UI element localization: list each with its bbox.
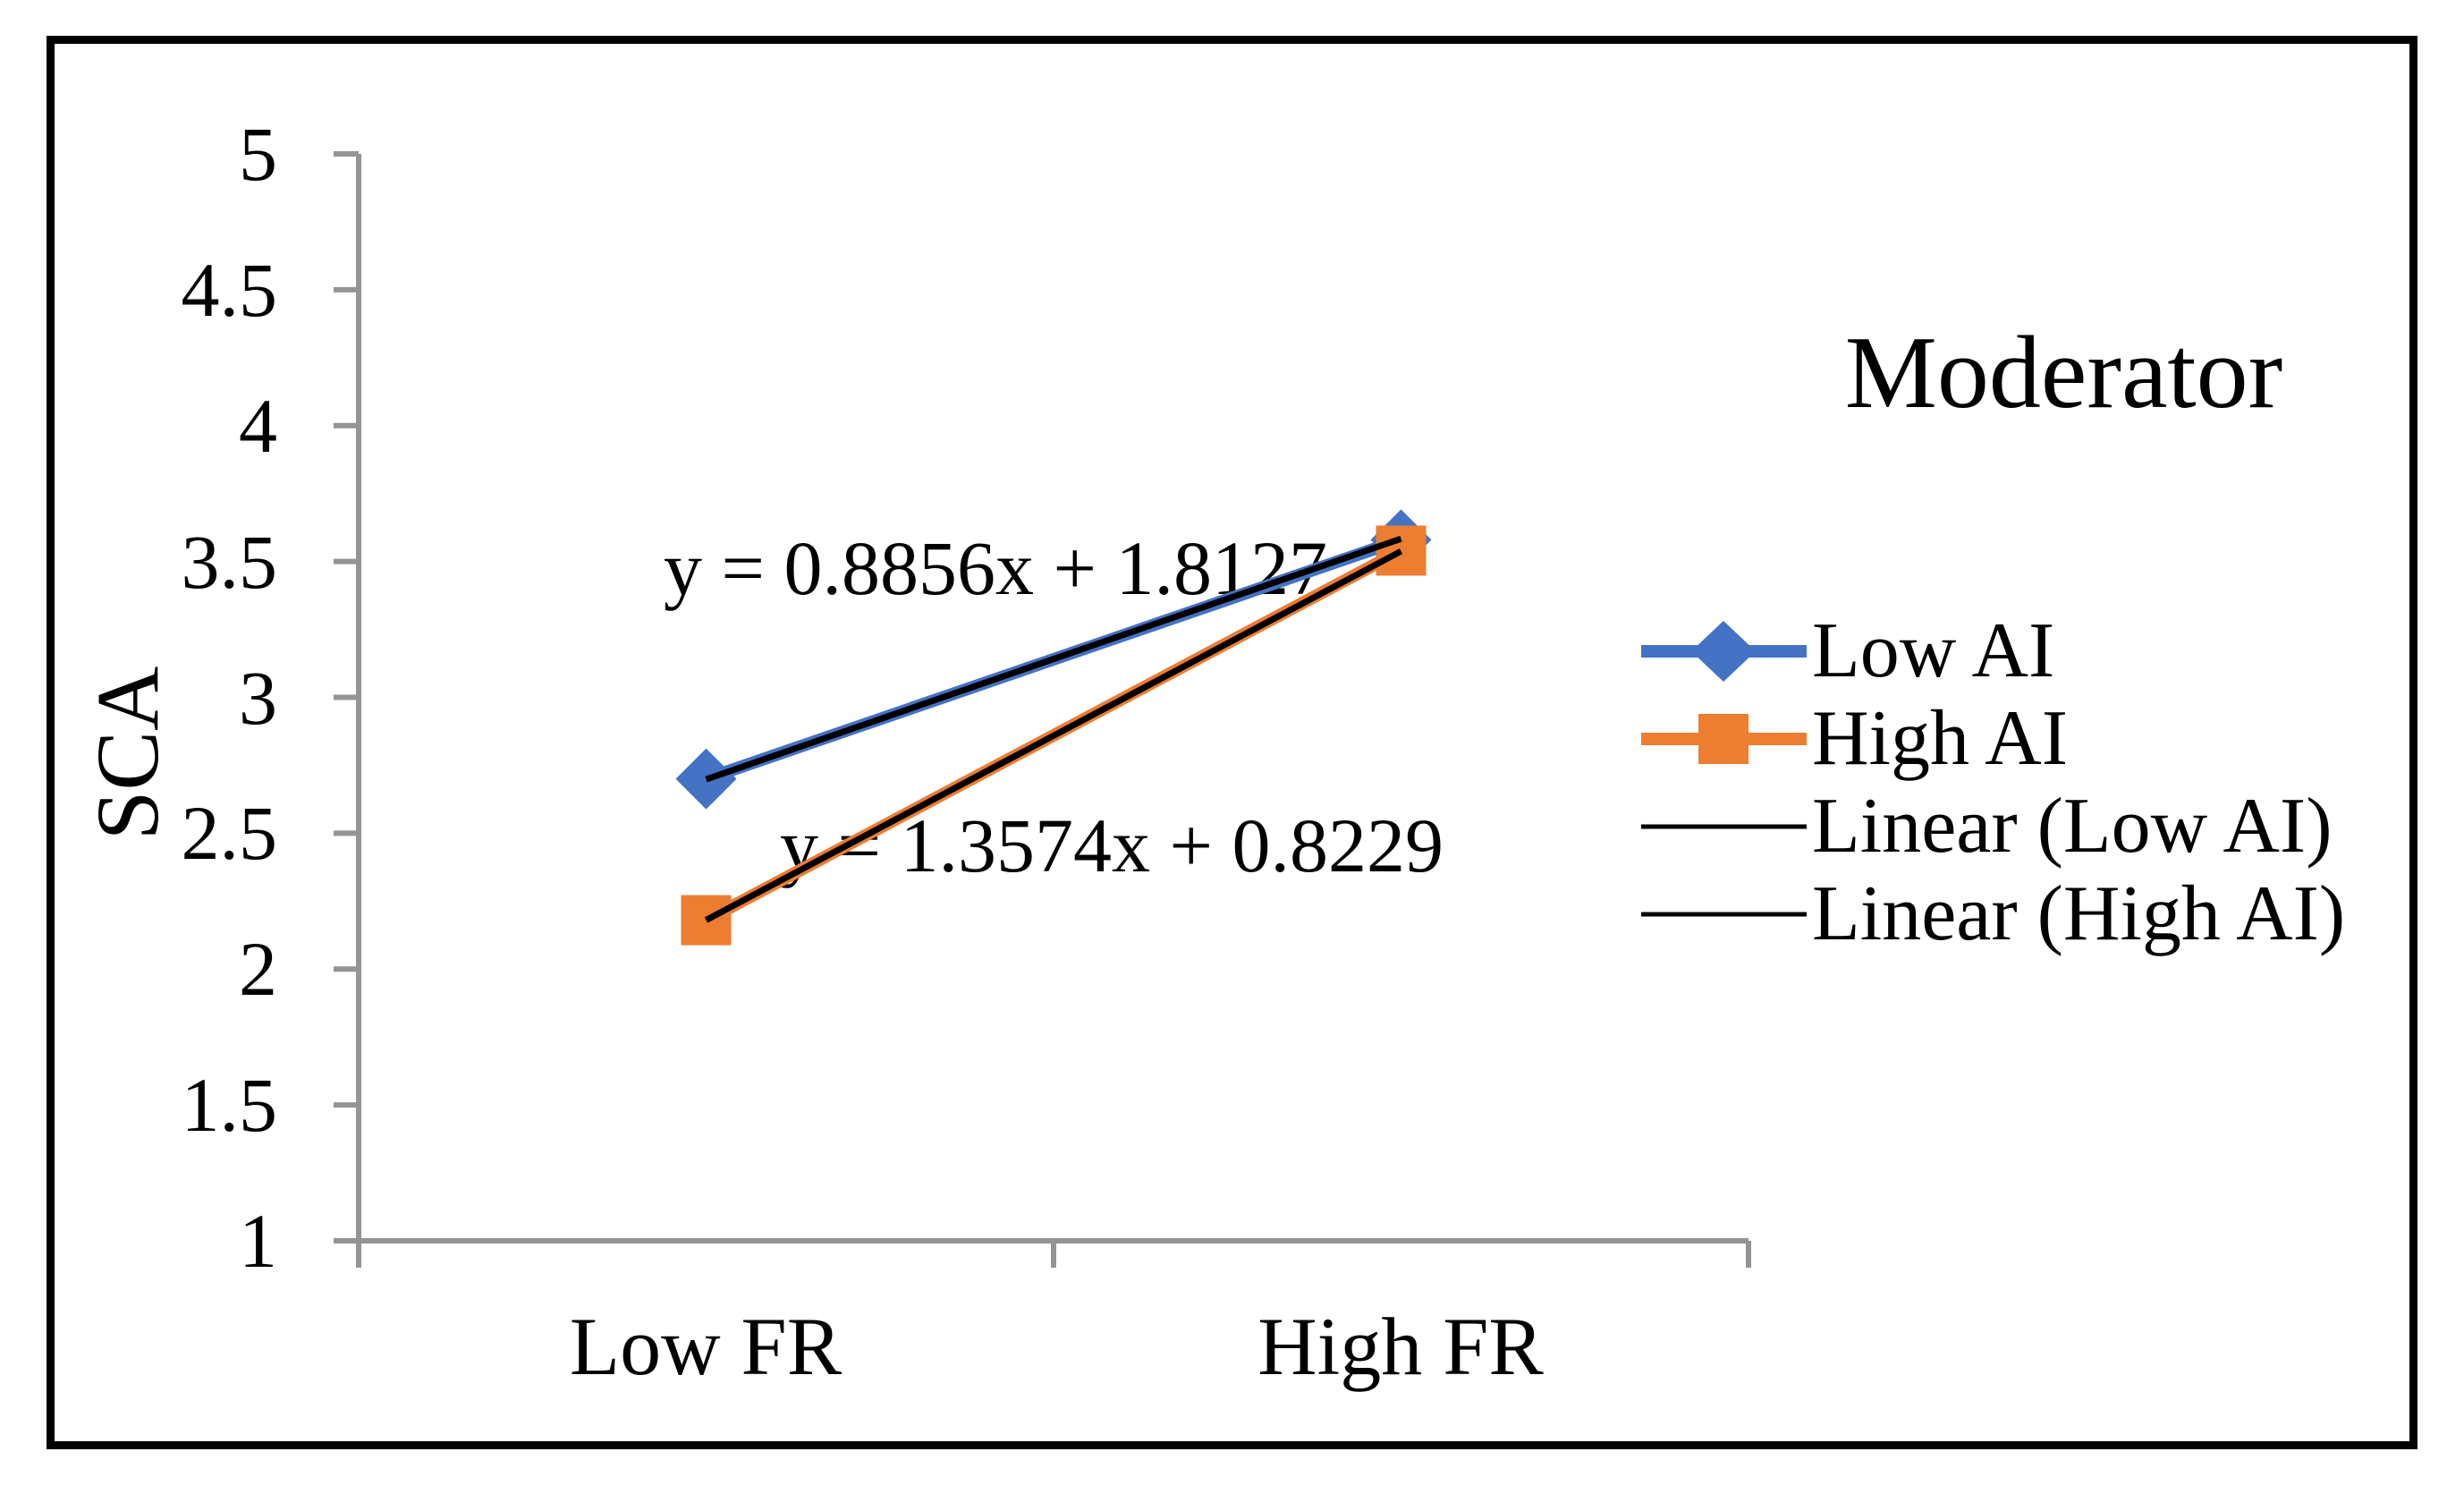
x-category-label-high-fr: High FR [1257,1301,1544,1392]
y-tick-label: 4 [239,383,277,469]
legend-item-high-ai: High AI [1641,694,2068,784]
high-ai-series-marker-icon [1641,714,1807,764]
legend-item-linear-high-ai: Linear (High AI) [1641,870,2345,959]
legend-item-low-ai: Low AI [1641,607,2054,696]
y-tick-label: 5 [239,111,277,197]
legend-label: Linear (Low AI) [1812,783,2333,870]
linear-low-ai-line-icon [1641,824,1807,829]
legend-label: Low AI [1812,607,2055,694]
y-tick-label: 2 [239,926,277,1012]
legend-item-linear-low-ai: Linear (Low AI) [1641,782,2333,871]
legend-label: Linear (High AI) [1812,870,2346,957]
legend-title: Moderator [1844,316,2283,430]
y-tick-label: 2.5 [181,790,278,876]
y-tick-label: 4.5 [181,247,278,333]
y-axis-title: SCA [78,666,177,841]
legend-label: High AI [1812,695,2068,782]
linear-high-ai-line-icon [1641,912,1807,917]
y-tick-label: 1 [239,1198,277,1284]
trendline-equation-high-ai: y = 1.3574x + 0.8229 [780,802,1444,888]
low-ai-series-marker-icon [1641,621,1807,682]
y-tick-label: 1.5 [181,1062,278,1148]
trendline-equation-low-ai: y = 0.8856x + 1.8127 [664,525,1328,611]
x-category-label-low-fr: Low FR [569,1301,843,1392]
y-tick-label: 3 [239,655,277,741]
y-tick-label: 3.5 [181,519,278,605]
